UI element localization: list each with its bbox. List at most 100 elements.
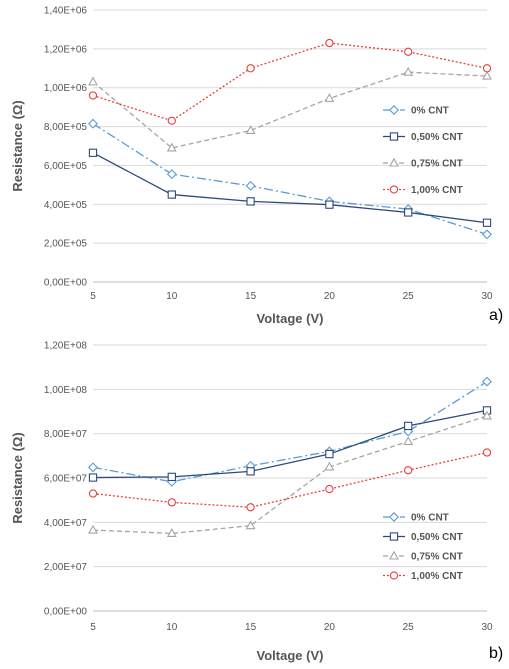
series-line-0 [92,123,488,236]
data-point-1-legend1-0 [389,532,399,541]
data-point-0-3-0 [88,91,98,100]
data-point-1-2-5 [482,410,492,420]
y-tick-label: 0,00E+00 [44,607,88,618]
data-point-0-1-3 [325,200,334,209]
legend-label-3: 1,00% CNT [411,571,463,582]
data-point-0-2-4 [403,66,414,76]
data-point-1-legend0-0 [389,512,399,522]
legend-label-0: 0% CNT [411,106,449,117]
data-point-1-1-0 [88,473,98,482]
y-tick-label: 4,00E+07 [44,518,88,529]
panel-label: a) [489,307,503,324]
y-tick-label: 8,00E+07 [44,429,88,440]
y-tick-label: 6,00E+07 [44,474,88,485]
data-point-1-3-2 [246,503,255,512]
data-point-1-3-4 [404,466,413,475]
y-axis-title: Resistance (Ω) [10,100,25,191]
y-tick-label: 2,00E+07 [44,562,88,573]
series-line-1 [92,409,488,479]
data-point-1-3-3 [325,484,334,494]
legend: 0% CNT 0,50% CNT 0,75% CNT 1,00% CNT [383,512,463,582]
y-tick-label: 1,20E+06 [44,44,88,55]
chart-panel-b: 0,00E+00 2,00E+07 4,00E+07 6,00E+07 8,00E+07… [10,341,503,664]
data-point-0-0-5 [482,229,492,240]
x-tick-label: 25 [403,622,415,633]
x-tick-label: 25 [403,291,415,302]
data-point-1-3-0 [88,489,98,498]
data-point-0-legend2-0 [389,157,399,167]
y-tick-label: 1,00E+06 [44,83,88,94]
data-point-0-2-3 [324,93,335,102]
x-tick-label: 30 [481,291,493,302]
series-line-1 [92,152,488,224]
series-line-2 [92,415,488,535]
data-point-0-1-2 [246,197,255,206]
data-point-0-2-1 [166,142,177,152]
x-tick-label: 15 [245,622,257,633]
y-tick-label: 6,00E+05 [44,161,88,172]
x-tick-label: 20 [324,291,336,302]
data-point-1-1-2 [246,467,255,476]
legend-label-0: 0% CNT [411,513,449,524]
data-point-0-1-1 [167,190,176,199]
series-line-2 [92,71,488,149]
legend-label-3: 1,00% CNT [411,185,463,196]
data-point-1-0-5 [482,376,492,387]
data-point-1-3-1 [167,498,176,507]
data-point-0-0-0 [88,118,98,129]
y-tick-label: 1,40E+06 [44,6,88,17]
data-point-0-1-0 [88,148,98,157]
data-point-0-legend0-0 [389,105,399,115]
y-tick-label: 0,00E+00 [44,278,88,289]
data-point-0-3-5 [482,64,492,73]
legend-label-2: 0,75% CNT [411,159,463,170]
data-point-1-1-1 [167,472,176,482]
x-tick-label: 5 [90,622,96,633]
series-line-0 [92,381,488,483]
legend: 0% CNT 0,50% CNT 0,75% CNT 1,00% CNT [383,105,463,196]
data-point-0-3-4 [404,47,413,56]
data-point-1-3-5 [482,448,492,457]
data-point-0-2-5 [482,70,492,80]
x-axis-title: Voltage (V) [257,311,324,326]
data-point-0-3-1 [167,116,176,125]
data-point-1-1-3 [325,449,334,459]
x-tick-label: 10 [166,622,178,633]
data-point-0-2-2 [245,125,256,135]
data-point-1-2-0 [88,524,98,534]
series-line-3 [92,451,488,508]
data-point-1-legend2-0 [389,550,399,560]
data-point-0-3-3 [325,38,334,48]
legend-label-1: 0,50% CNT [411,532,463,543]
x-tick-label: 15 [245,291,257,302]
data-point-0-legend1-0 [389,132,399,141]
data-point-1-2-1 [166,528,177,537]
data-point-0-3-2 [246,64,255,73]
y-tick-label: 4,00E+05 [44,200,88,211]
data-point-0-legend3-0 [389,185,399,194]
x-tick-label: 5 [90,291,96,302]
y-tick-label: 1,00E+08 [44,385,88,396]
data-point-1-legend3-0 [389,571,399,580]
chart-panel-a: 0,00E+00 2,00E+05 4,00E+05 6,00E+05 8,00E+05… [10,6,503,327]
x-tick-label: 10 [166,291,178,302]
data-point-1-2-2 [245,520,256,530]
data-point-0-0-1 [166,169,177,180]
data-point-1-2-4 [403,436,414,445]
legend-label-2: 0,75% CNT [411,552,463,563]
series-line-3 [92,42,488,122]
x-tick-label: 20 [324,622,336,633]
data-point-1-0-0 [88,462,98,473]
y-tick-label: 1,20E+08 [44,341,88,352]
legend-label-1: 0,50% CNT [411,132,463,143]
data-point-1-2-3 [324,461,335,471]
data-point-0-1-4 [404,208,413,217]
x-tick-label: 30 [481,622,493,633]
y-axis-title: Resistance (Ω) [10,432,25,523]
data-point-0-2-0 [88,76,98,86]
data-point-1-1-4 [404,421,413,431]
panel-label: b) [489,645,503,662]
y-tick-label: 8,00E+05 [44,122,88,133]
y-tick-label: 2,00E+05 [44,239,88,250]
